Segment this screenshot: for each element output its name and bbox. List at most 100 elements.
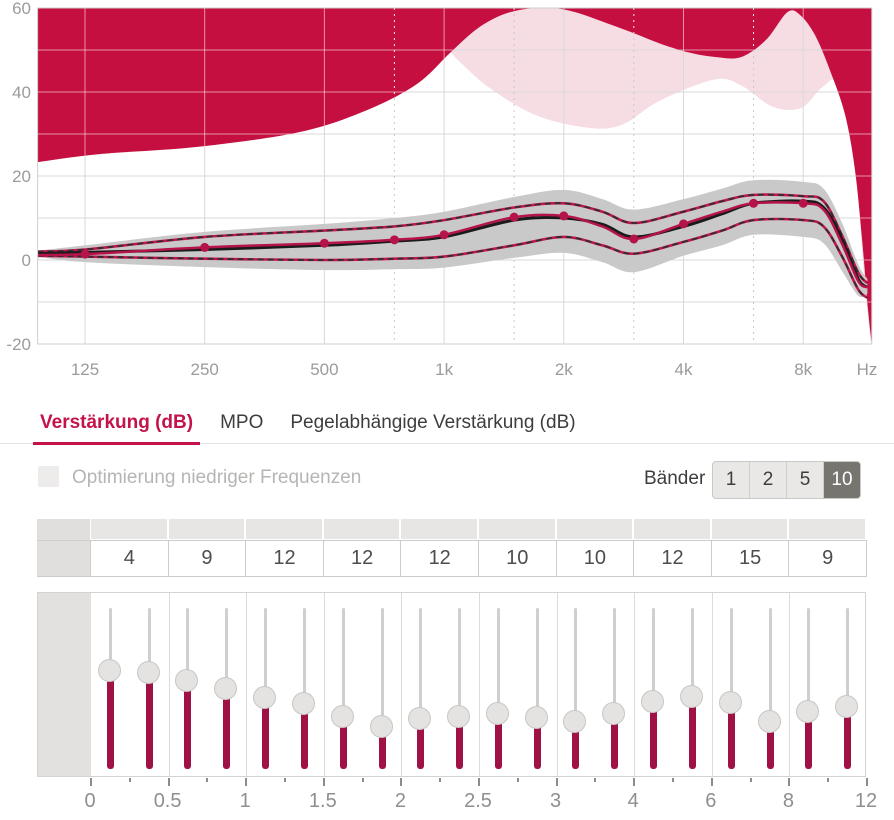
slider-handle[interactable] [136, 660, 160, 684]
target-gain-marker [629, 234, 639, 244]
axis-minor-tick [516, 778, 519, 782]
slider-handle[interactable] [214, 676, 238, 700]
axis-minor-tick [672, 778, 674, 782]
gain-slider-band7-l[interactable] [563, 593, 588, 776]
slider-handle[interactable] [641, 689, 664, 713]
gain-slider-band7-r[interactable] [602, 593, 627, 776]
band-divider [246, 593, 248, 776]
axis-minor-tick [128, 778, 131, 782]
slider-track [264, 608, 267, 698]
gain-slider-band3-l[interactable] [253, 593, 278, 776]
axis-major-tick [633, 778, 636, 786]
slider-handle[interactable] [253, 685, 276, 709]
band-header-cell [322, 519, 401, 539]
gain-slider-band9-l[interactable] [718, 593, 744, 776]
slider-handle[interactable] [485, 702, 509, 726]
band-value-cell-6[interactable]: 10 [478, 540, 557, 577]
gain-slider-band6-r[interactable] [524, 593, 550, 776]
gain-slider-band10-r[interactable] [835, 593, 860, 776]
slider-handle[interactable] [175, 669, 199, 693]
slider-handle[interactable] [447, 704, 471, 728]
x-axis-unit: Hz [857, 360, 878, 379]
slider-track [303, 608, 306, 704]
slider-track [807, 608, 811, 712]
slider-gain-bar [301, 703, 308, 769]
slider-gain-bar [689, 696, 696, 769]
gain-slider-band5-r[interactable] [447, 593, 472, 776]
gain-slider-band8-l[interactable] [641, 593, 666, 776]
gain-slider-band1-r[interactable] [136, 593, 162, 776]
tab-gain[interactable]: Verstärkung (dB) [33, 412, 201, 445]
slider-gain-bar [727, 702, 735, 769]
y-tick-label: 60 [12, 0, 31, 18]
target-gain-marker [200, 242, 210, 252]
x-tick-label: 8k [794, 360, 812, 379]
gain-slider-band5-l[interactable] [408, 593, 433, 776]
tab-mpo[interactable]: MPO [220, 412, 264, 433]
axis-minor-tick [827, 778, 830, 782]
slider-handle[interactable] [680, 684, 703, 708]
axis-major-tick [400, 778, 403, 786]
slider-handle[interactable] [757, 710, 781, 734]
gain-slider-band2-l[interactable] [175, 593, 200, 776]
slider-track [186, 608, 190, 681]
gain-chart-svg: 60 40 20 0 -20 125 250 500 1k 2k 4k 8k Hz [6, 0, 878, 379]
band-value-cell-10[interactable]: 9 [788, 540, 867, 577]
slider-handle[interactable] [563, 710, 587, 734]
low-freq-optimization-checkbox[interactable] [38, 466, 59, 487]
axis-major-tick [322, 778, 325, 786]
tab-level-dependent-gain[interactable]: Pegelabhängige Verstärkung (dB) [290, 412, 576, 433]
view-tabs: Verstärkung (dB) MPO Pegelabhängige Verstä… [0, 408, 894, 445]
slider-gain-bar [494, 713, 502, 769]
slider-track [846, 608, 850, 707]
axis-major-tick [478, 778, 480, 786]
band-value-cell-9[interactable]: 15 [710, 540, 790, 577]
gain-slider-band4-l[interactable] [330, 593, 356, 776]
target-gain-marker [509, 212, 519, 222]
axis-minor-tick [284, 778, 286, 782]
gain-slider-band8-r[interactable] [680, 593, 705, 776]
slider-handle[interactable] [524, 706, 548, 730]
bands-option-1[interactable]: 1 [713, 462, 750, 498]
bands-option-2[interactable]: 2 [750, 462, 787, 498]
band-value-cell-4[interactable]: 12 [322, 540, 402, 577]
x-tick-label: 125 [71, 360, 99, 379]
slider-handle[interactable] [369, 714, 393, 738]
x-tick-label: 4k [675, 360, 693, 379]
bands-option-10[interactable]: 10 [824, 462, 860, 498]
gain-slider-band4-r[interactable] [369, 593, 395, 776]
band-value-cell-8[interactable]: 12 [633, 540, 712, 577]
target-lower-tolerance [37, 218, 868, 299]
slider-gain-bar [650, 701, 657, 769]
slider-track [341, 608, 345, 717]
bands-option-5[interactable]: 5 [787, 462, 824, 498]
slider-handle[interactable] [330, 704, 354, 728]
gain-slider-band3-r[interactable] [292, 593, 317, 776]
band-value-cell-7[interactable]: 10 [555, 540, 635, 577]
axis-minor-tick [594, 778, 597, 782]
slider-handle[interactable] [796, 699, 820, 723]
target-gain-marker [559, 211, 569, 221]
band-value-cell-3[interactable]: 12 [245, 540, 324, 577]
gain-slider-band10-l[interactable] [796, 593, 821, 776]
band-divider [323, 593, 325, 776]
band-header-cell [245, 519, 323, 539]
band-value-cell-5[interactable]: 12 [400, 540, 479, 577]
slider-track [458, 608, 462, 717]
band-header-cell [478, 519, 556, 539]
band-value-cell-2[interactable]: 9 [167, 540, 247, 577]
slider-handle[interactable] [408, 707, 432, 731]
gain-slider-band6-l[interactable] [485, 593, 511, 776]
slider-handle[interactable] [835, 694, 859, 718]
slider-handle[interactable] [97, 659, 121, 683]
slider-handle[interactable] [292, 692, 315, 716]
slider-handle[interactable] [602, 702, 626, 726]
gain-slider-band1-l[interactable] [97, 593, 123, 776]
axis-minor-tick [439, 778, 442, 782]
band-value-cell-1[interactable]: 4 [90, 540, 169, 577]
y-tick-label: 40 [12, 83, 31, 102]
slider-handle[interactable] [718, 691, 742, 715]
gain-slider-band9-r[interactable] [757, 593, 783, 776]
band-divider [789, 593, 791, 776]
gain-slider-band2-r[interactable] [214, 593, 239, 776]
